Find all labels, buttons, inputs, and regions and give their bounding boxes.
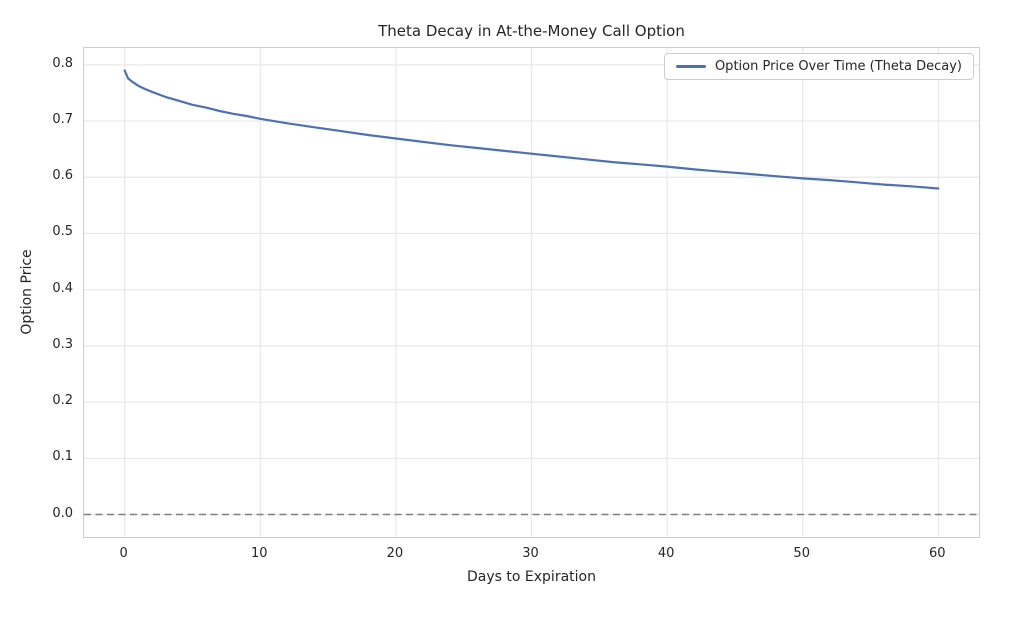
chart-title: Theta Decay in At-the-Money Call Option	[378, 22, 685, 40]
y-tick-label: 0.2	[52, 393, 73, 409]
y-tick-label: 0.1	[52, 449, 73, 465]
y-tick-label: 0.0	[52, 505, 73, 521]
y-tick-label: 0.6	[52, 168, 73, 184]
x-tick-label: 10	[251, 546, 268, 561]
legend-label: Option Price Over Time (Theta Decay)	[714, 59, 962, 74]
series-line	[123, 69, 940, 190]
legend-line-swatch	[675, 65, 706, 68]
legend: Option Price Over Time (Theta Decay)	[663, 53, 974, 80]
plot-area: Option Price Over Time (Theta Decay)	[83, 47, 980, 538]
y-tick-label: 0.5	[52, 224, 73, 240]
y-tick-label: 0.3	[52, 336, 73, 352]
plot-canvas	[84, 48, 979, 537]
x-tick-label: 40	[657, 546, 675, 561]
x-tick-label: 30	[522, 546, 539, 561]
y-tick-label: 0.7	[52, 112, 73, 128]
x-tick-label: 60	[929, 546, 946, 561]
x-tick-label: 50	[793, 546, 810, 561]
y-tick-label: 0.4	[52, 280, 73, 296]
x-tick-label: 0	[119, 546, 128, 561]
x-axis-label: Days to Expiration	[467, 569, 596, 585]
y-tick-label: 0.8	[52, 55, 73, 71]
x-tick-label: 20	[386, 546, 404, 561]
